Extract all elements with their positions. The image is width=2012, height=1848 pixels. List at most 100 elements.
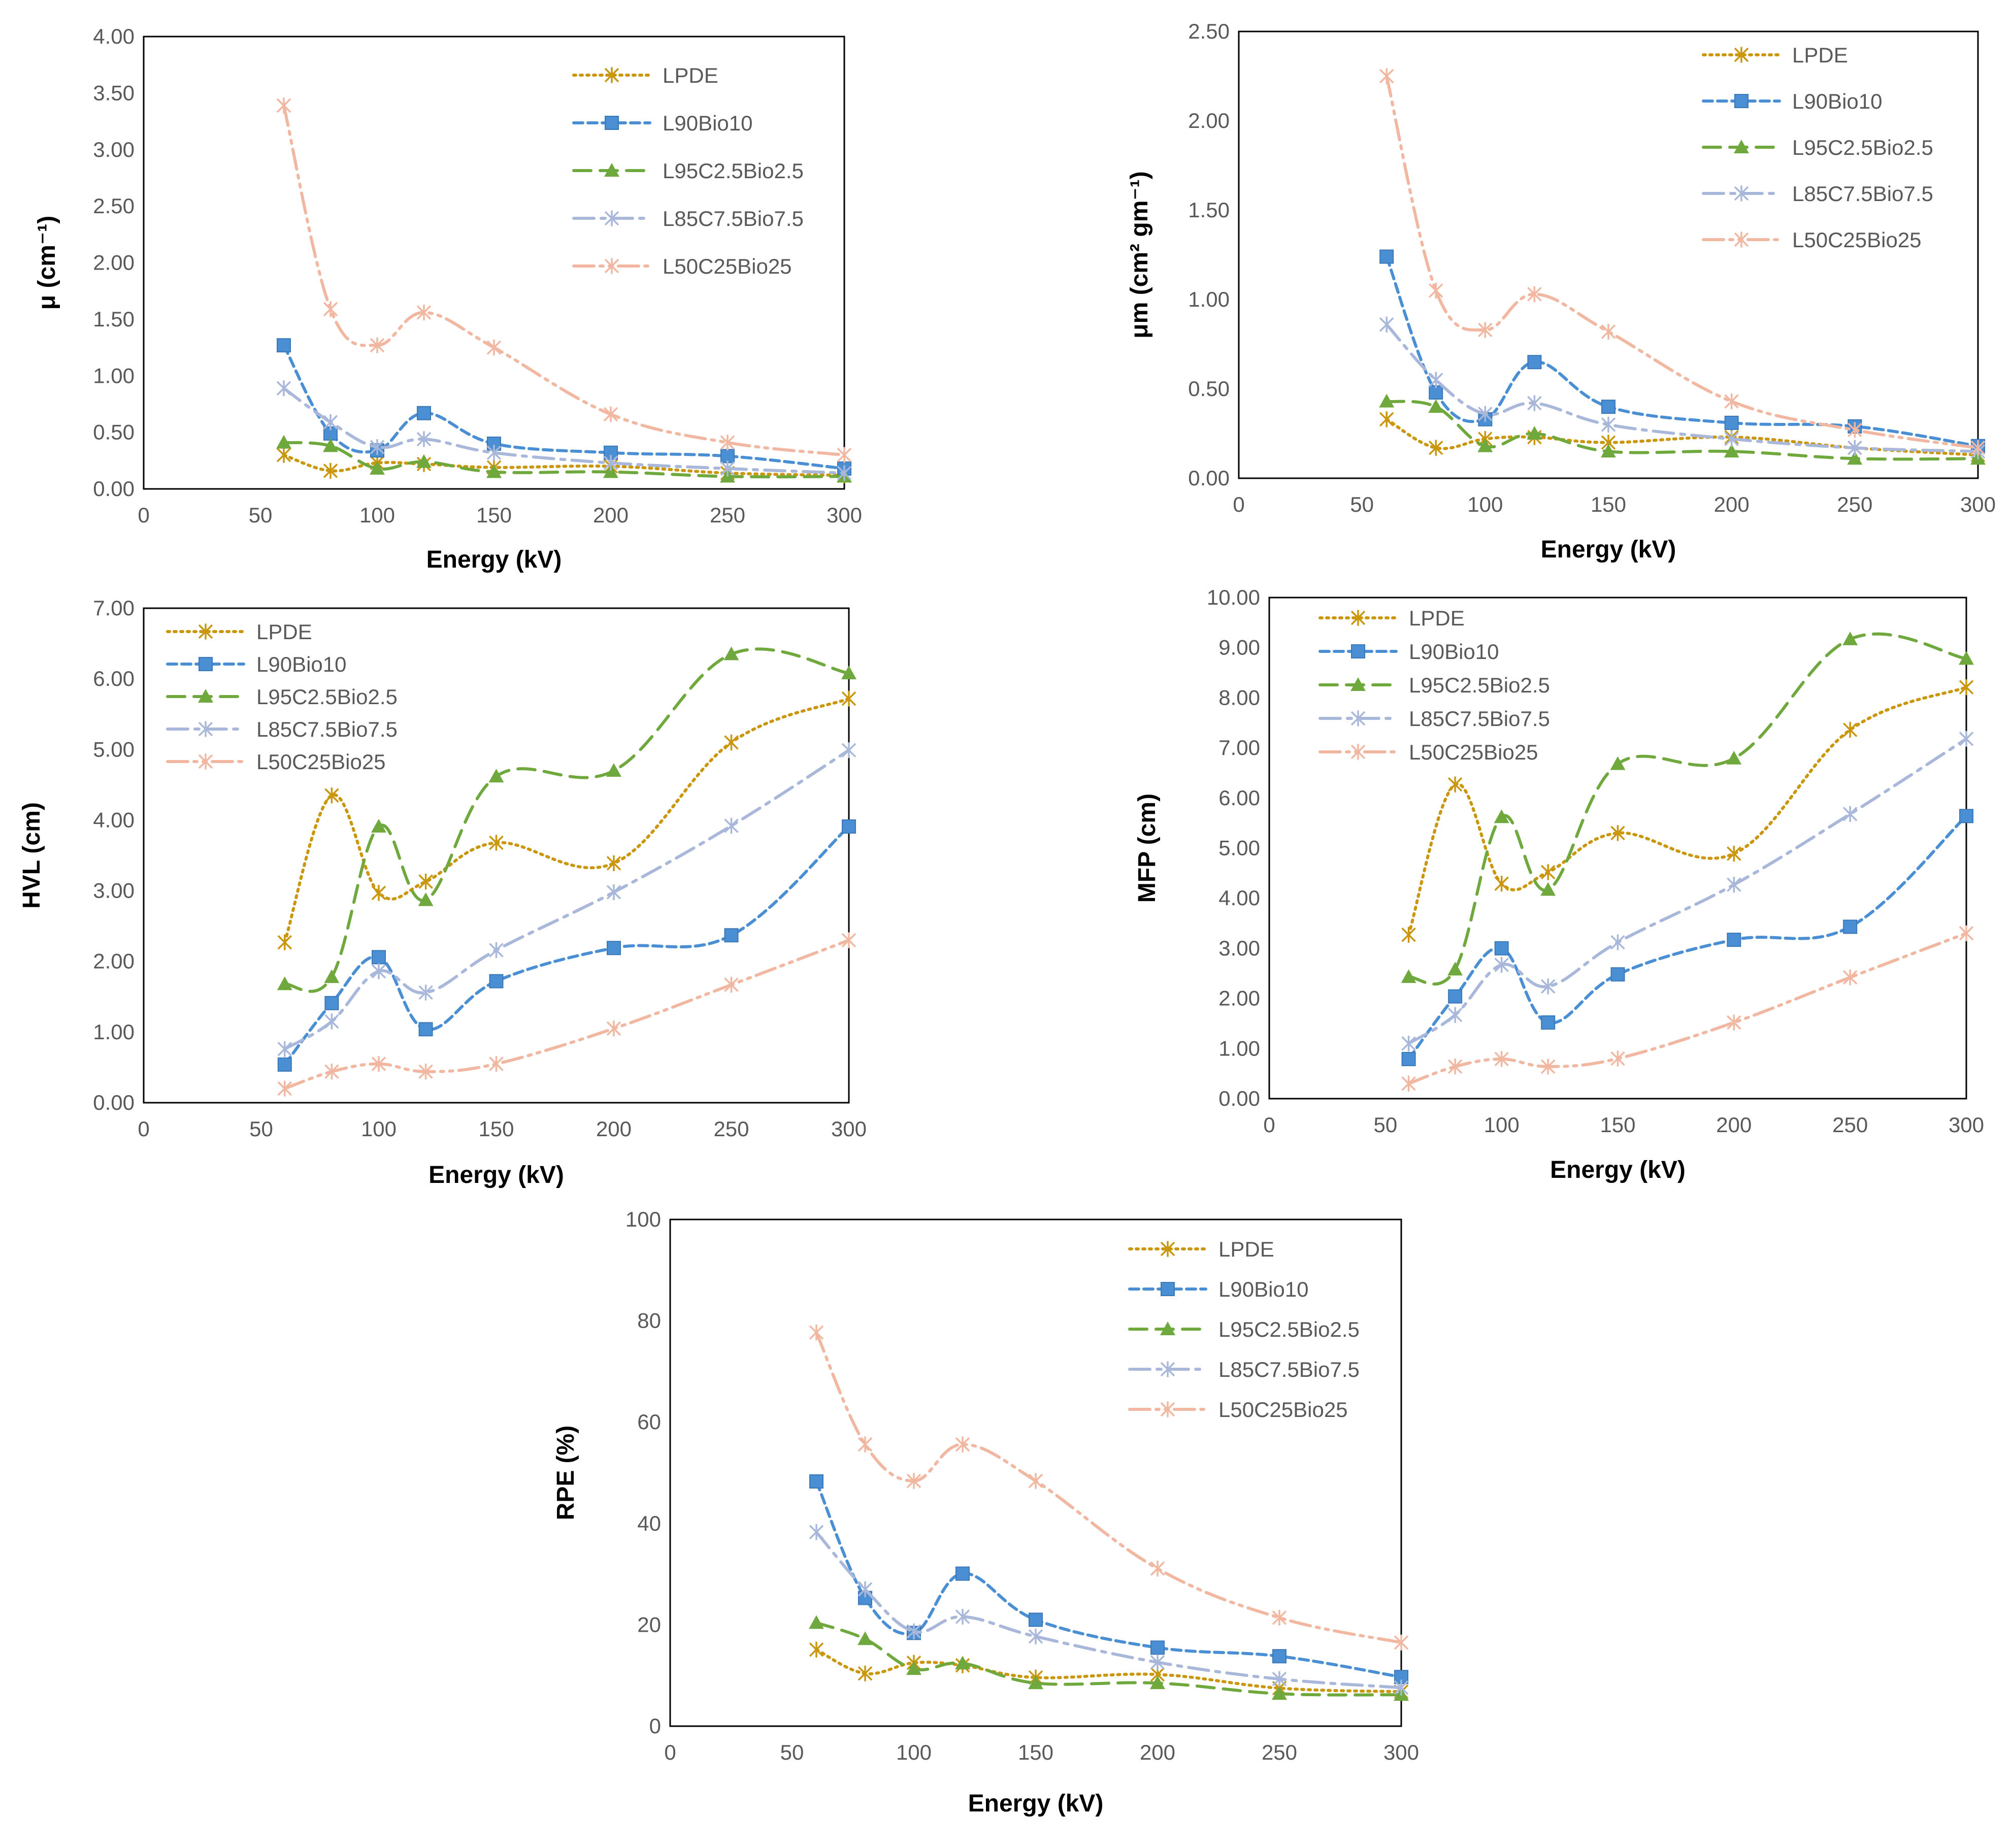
y-tick-label: 20: [637, 1612, 661, 1636]
data-point: [724, 977, 739, 993]
series-line: [1407, 932, 1968, 1085]
y-tick-label: 80: [637, 1309, 661, 1333]
legend-marker: [198, 689, 213, 703]
data-point: [486, 445, 502, 461]
x-tick-label: 0: [138, 503, 149, 527]
y-tick-label: 0.50: [93, 420, 135, 444]
legend-label: L50C25Bio25: [1218, 1398, 1348, 1422]
data-point: [1394, 1634, 1409, 1651]
legend-label: L50C25Bio25: [256, 750, 386, 774]
data-point: [1494, 941, 1509, 955]
y-tick-label: 0.00: [1188, 466, 1230, 490]
x-tick-label: 200: [1714, 492, 1750, 516]
legend-marker: [1160, 1361, 1175, 1377]
legend-label: L85C7.5Bio7.5: [663, 207, 804, 230]
data-point: [1494, 1051, 1509, 1067]
x-tick-label: 200: [596, 1117, 632, 1141]
data-point: [1727, 933, 1741, 947]
data-point: [1970, 440, 1986, 456]
chart-mfp: 0.00 1.00 2.00 3.00 4.00 5.00 6.00 7.00 8.00 9.00…: [1134, 585, 1984, 1183]
y-tick-label: 2.00: [93, 949, 135, 973]
series-L95C2.5Bio2.5: [1379, 393, 1986, 465]
data-point: [809, 1524, 824, 1540]
legend-marker: [605, 116, 619, 130]
data-point: [1959, 925, 1974, 941]
y-tick-label: 4.00: [93, 808, 135, 832]
data-point: [841, 932, 856, 948]
data-point: [841, 666, 856, 679]
data-point: [1494, 809, 1509, 823]
data-point: [416, 454, 432, 468]
x-tick-label: 150: [476, 503, 512, 527]
plot-area-border: [669, 1218, 1402, 1727]
data-point: [370, 337, 385, 353]
legend-label: LPDE: [256, 620, 312, 644]
data-point: [370, 460, 385, 475]
x-tick-label: 150: [1591, 492, 1626, 516]
data-point: [857, 1631, 873, 1645]
data-point: [906, 1473, 921, 1489]
series-LPDE: [809, 1641, 1409, 1700]
data-point: [724, 734, 739, 750]
data-point: [1727, 1014, 1741, 1031]
data-point: [277, 976, 292, 991]
data-point: [323, 463, 338, 479]
data-point: [1847, 451, 1863, 465]
data-point: [1726, 750, 1742, 765]
y-tick-label: 2.50: [93, 194, 135, 218]
x-tick-label: 100: [1467, 492, 1503, 516]
legend-marker: [1734, 185, 1749, 202]
y-tick-label: 2.50: [1188, 19, 1230, 43]
data-point: [603, 464, 618, 478]
legend-marker: [1734, 47, 1749, 63]
legend-marker: [1351, 644, 1365, 658]
data-point: [418, 892, 434, 906]
data-point: [1959, 651, 1974, 665]
x-tick-label: 250: [713, 1117, 749, 1141]
series-line: [815, 1331, 1403, 1644]
legend-label: LPDE: [1792, 43, 1848, 67]
data-point: [1429, 440, 1443, 456]
data-point: [323, 438, 338, 452]
y-axis-title: MFP (cm): [1134, 794, 1161, 903]
legend-marker: [604, 67, 619, 83]
series-L90Bio10: [1379, 249, 1985, 453]
data-point: [857, 1581, 873, 1598]
series-L50C25Bio25: [1401, 925, 1974, 1092]
data-point: [837, 447, 852, 463]
data-point: [841, 742, 856, 758]
data-point: [1401, 969, 1416, 983]
legend-label: L85C7.5Bio7.5: [1409, 707, 1550, 731]
legend-label: L95C2.5Bio2.5: [1218, 1317, 1360, 1341]
data-point: [1379, 68, 1394, 84]
data-point: [324, 969, 340, 983]
x-tick-label: 150: [1600, 1113, 1635, 1137]
data-point: [607, 941, 621, 955]
data-point: [1150, 1675, 1165, 1690]
data-point: [606, 763, 621, 777]
data-point: [1724, 444, 1739, 458]
data-point: [1494, 875, 1509, 892]
x-tick-label: 200: [1140, 1740, 1175, 1764]
data-point: [1447, 1007, 1463, 1023]
data-point: [1447, 776, 1463, 793]
plot-area-border: [143, 607, 850, 1104]
data-point: [1848, 440, 1862, 456]
data-point: [1541, 1015, 1556, 1030]
series-line: [1385, 75, 1980, 450]
data-point: [1540, 882, 1556, 896]
data-point: [372, 950, 386, 965]
data-point: [1272, 1609, 1287, 1626]
data-point: [1727, 876, 1741, 893]
data-point: [955, 1566, 970, 1581]
data-point: [723, 646, 739, 661]
legend-marker: [198, 753, 213, 770]
series-line: [1385, 323, 1980, 453]
data-point: [417, 406, 431, 420]
data-point: [1150, 1654, 1165, 1670]
legend-label: L90Bio10: [663, 111, 753, 135]
data-point: [955, 1608, 970, 1625]
data-point: [1601, 323, 1616, 340]
data-point: [857, 1665, 873, 1681]
